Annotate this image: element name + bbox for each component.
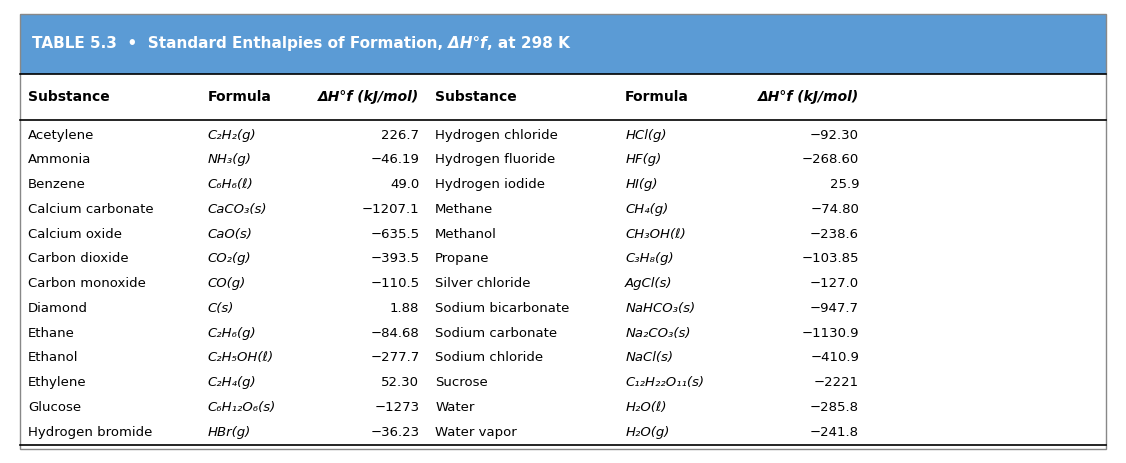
Text: Hydrogen iodide: Hydrogen iodide (435, 178, 545, 191)
Text: Benzene: Benzene (28, 178, 86, 191)
Text: Formula: Formula (625, 90, 689, 104)
Text: −1273: −1273 (374, 401, 419, 414)
Text: Propane: Propane (435, 252, 490, 265)
Text: Sodium chloride: Sodium chloride (435, 351, 544, 364)
Text: 49.0: 49.0 (391, 178, 419, 191)
Text: −36.23: −36.23 (370, 425, 419, 438)
Text: −92.30: −92.30 (810, 129, 859, 142)
Text: NaHCO₃(s): NaHCO₃(s) (625, 302, 695, 315)
Text: CH₄(g): CH₄(g) (625, 203, 669, 216)
Text: −947.7: −947.7 (810, 302, 859, 315)
Text: C₃H₈(g): C₃H₈(g) (625, 252, 673, 265)
Text: Sodium bicarbonate: Sodium bicarbonate (435, 302, 570, 315)
Text: Glucose: Glucose (28, 401, 81, 414)
Text: −285.8: −285.8 (810, 401, 859, 414)
Text: ΔH°f (kJ/mol): ΔH°f (kJ/mol) (319, 90, 419, 104)
Text: Ammonia: Ammonia (28, 153, 91, 166)
Text: CO(g): CO(g) (207, 277, 245, 290)
Text: Hydrogen chloride: Hydrogen chloride (435, 129, 558, 142)
Text: Water: Water (435, 401, 474, 414)
Text: −110.5: −110.5 (370, 277, 419, 290)
Text: −393.5: −393.5 (370, 252, 419, 265)
Text: , at 298 K: , at 298 K (486, 37, 570, 51)
Text: −127.0: −127.0 (810, 277, 859, 290)
Text: Formula: Formula (207, 90, 271, 104)
Text: −410.9: −410.9 (811, 351, 859, 364)
Text: Acetylene: Acetylene (28, 129, 95, 142)
Text: H₂O(ℓ): H₂O(ℓ) (625, 401, 667, 414)
Text: C₂H₂(g): C₂H₂(g) (207, 129, 256, 142)
Text: Water vapor: Water vapor (435, 425, 517, 438)
Text: ΔH°f (kJ/mol): ΔH°f (kJ/mol) (758, 90, 859, 104)
Text: Ethanol: Ethanol (28, 351, 79, 364)
Text: 52.30: 52.30 (382, 376, 419, 389)
Text: HCl(g): HCl(g) (625, 129, 667, 142)
Text: NaCl(s): NaCl(s) (625, 351, 673, 364)
Text: −84.68: −84.68 (370, 326, 419, 339)
Text: CaCO₃(s): CaCO₃(s) (207, 203, 267, 216)
Text: Carbon monoxide: Carbon monoxide (28, 277, 146, 290)
Text: −74.80: −74.80 (811, 203, 859, 216)
Text: −2221: −2221 (814, 376, 859, 389)
Text: Methane: Methane (435, 203, 493, 216)
Text: Calcium carbonate: Calcium carbonate (28, 203, 154, 216)
Text: Substance: Substance (28, 90, 110, 104)
Text: CH₃OH(ℓ): CH₃OH(ℓ) (625, 228, 686, 241)
Text: NH₃(g): NH₃(g) (207, 153, 251, 166)
Text: Carbon dioxide: Carbon dioxide (28, 252, 128, 265)
Text: C₆H₁₂O₆(s): C₆H₁₂O₆(s) (207, 401, 276, 414)
Text: HI(g): HI(g) (625, 178, 658, 191)
Text: C(s): C(s) (207, 302, 233, 315)
Text: C₁₂H₂₂O₁₁(s): C₁₂H₂₂O₁₁(s) (625, 376, 704, 389)
Text: 226.7: 226.7 (382, 129, 419, 142)
Text: −277.7: −277.7 (370, 351, 419, 364)
Text: CO₂(g): CO₂(g) (207, 252, 251, 265)
Text: Substance: Substance (435, 90, 517, 104)
Text: −46.19: −46.19 (370, 153, 419, 166)
Text: Sodium carbonate: Sodium carbonate (435, 326, 557, 339)
Text: Diamond: Diamond (28, 302, 88, 315)
Text: Silver chloride: Silver chloride (435, 277, 530, 290)
Text: Na₂CO₃(s): Na₂CO₃(s) (625, 326, 690, 339)
Text: −635.5: −635.5 (370, 228, 419, 241)
Text: Methanol: Methanol (435, 228, 497, 241)
Text: −103.85: −103.85 (802, 252, 859, 265)
Text: C₂H₅OH(ℓ): C₂H₅OH(ℓ) (207, 351, 274, 364)
Text: C₆H₆(ℓ): C₆H₆(ℓ) (207, 178, 253, 191)
Text: H₂O(g): H₂O(g) (625, 425, 670, 438)
Text: −1130.9: −1130.9 (802, 326, 859, 339)
Text: C₂H₆(g): C₂H₆(g) (207, 326, 256, 339)
Text: HF(g): HF(g) (625, 153, 661, 166)
Text: ΔH°f: ΔH°f (448, 37, 486, 51)
Text: C₂H₄(g): C₂H₄(g) (207, 376, 256, 389)
Text: Calcium oxide: Calcium oxide (28, 228, 122, 241)
Text: Hydrogen fluoride: Hydrogen fluoride (435, 153, 555, 166)
Text: AgCl(s): AgCl(s) (625, 277, 672, 290)
Text: −268.60: −268.60 (802, 153, 859, 166)
Text: −1207.1: −1207.1 (361, 203, 419, 216)
Text: HBr(g): HBr(g) (207, 425, 250, 438)
Text: Sucrose: Sucrose (435, 376, 488, 389)
Text: 25.9: 25.9 (830, 178, 859, 191)
Text: CaO(s): CaO(s) (207, 228, 252, 241)
Bar (20, 14, 1106, 74)
Text: −241.8: −241.8 (810, 425, 859, 438)
Text: TABLE 5.3  •  Standard Enthalpies of Formation,: TABLE 5.3 • Standard Enthalpies of Forma… (32, 37, 448, 51)
Text: 1.88: 1.88 (390, 302, 419, 315)
Text: Hydrogen bromide: Hydrogen bromide (28, 425, 152, 438)
Text: Ethylene: Ethylene (28, 376, 87, 389)
Text: Ethane: Ethane (28, 326, 75, 339)
Text: −238.6: −238.6 (810, 228, 859, 241)
